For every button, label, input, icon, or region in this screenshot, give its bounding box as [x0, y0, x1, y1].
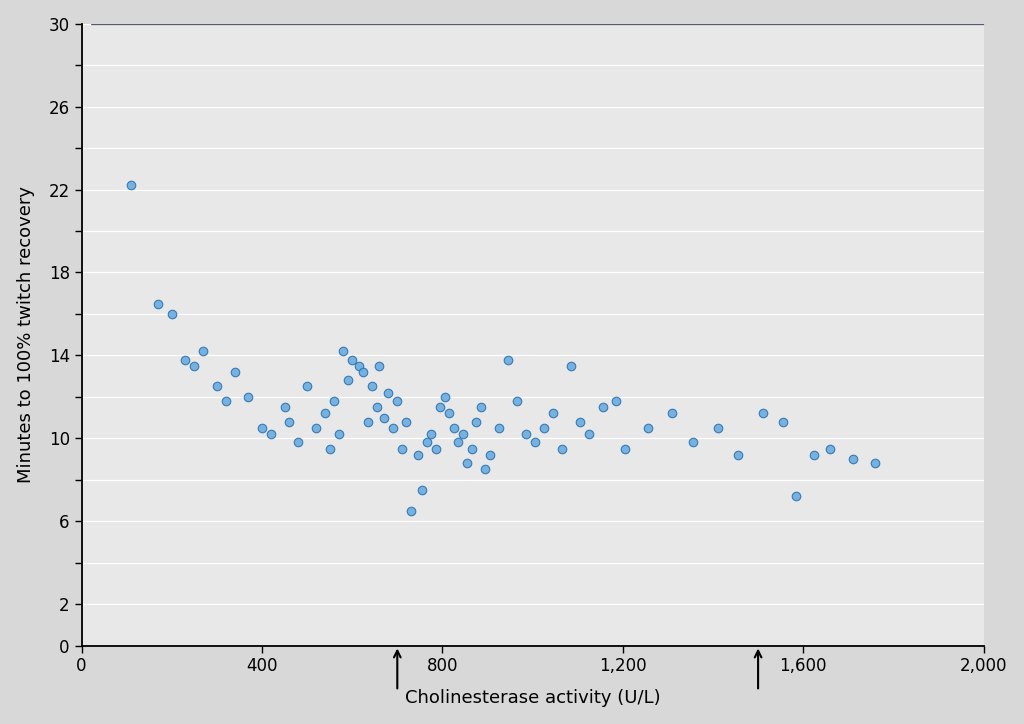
- Point: [351, 360, 368, 371]
- Point: [398, 416, 415, 427]
- Point: [455, 429, 471, 440]
- Point: [436, 391, 453, 403]
- Point: [563, 360, 580, 371]
- Point: [822, 443, 839, 455]
- Point: [299, 381, 315, 392]
- Point: [788, 491, 805, 502]
- Point: [441, 408, 458, 419]
- Point: [393, 443, 410, 455]
- Point: [445, 422, 462, 434]
- Point: [308, 422, 325, 434]
- Point: [468, 416, 484, 427]
- Point: [423, 429, 439, 440]
- Point: [177, 354, 194, 366]
- Point: [355, 366, 372, 378]
- Point: [432, 401, 449, 413]
- Point: [518, 429, 535, 440]
- Point: [241, 391, 257, 403]
- Point: [209, 381, 225, 392]
- Point: [464, 443, 480, 455]
- Point: [806, 449, 822, 460]
- Point: [755, 408, 771, 419]
- Point: [226, 366, 243, 378]
- Point: [376, 412, 392, 424]
- Point: [459, 458, 475, 469]
- Point: [450, 437, 466, 448]
- Point: [730, 449, 746, 460]
- Point: [867, 458, 884, 469]
- Point: [186, 360, 203, 371]
- Point: [710, 422, 726, 434]
- Point: [414, 484, 430, 496]
- Point: [639, 422, 655, 434]
- Point: [331, 429, 347, 440]
- Point: [775, 416, 792, 427]
- Point: [359, 416, 376, 427]
- Point: [410, 449, 426, 460]
- Point: [571, 416, 588, 427]
- Point: [317, 408, 334, 419]
- Point: [123, 180, 139, 191]
- Point: [500, 354, 516, 366]
- Point: [490, 422, 507, 434]
- Point: [526, 437, 543, 448]
- Point: [616, 443, 633, 455]
- Point: [481, 449, 498, 460]
- Point: [218, 395, 234, 407]
- Point: [427, 443, 443, 455]
- Point: [536, 422, 552, 434]
- Y-axis label: Minutes to 100% twitch recovery: Minutes to 100% twitch recovery: [16, 186, 35, 483]
- Point: [477, 463, 494, 475]
- Point: [402, 505, 419, 517]
- Point: [276, 401, 293, 413]
- Point: [608, 395, 625, 407]
- X-axis label: Cholinesterase activity (U/L): Cholinesterase activity (U/L): [404, 689, 660, 707]
- Point: [380, 387, 396, 398]
- Point: [196, 345, 212, 357]
- Point: [335, 345, 351, 357]
- Point: [684, 437, 700, 448]
- Point: [340, 374, 356, 386]
- Point: [290, 437, 306, 448]
- Point: [419, 437, 435, 448]
- Point: [164, 308, 180, 320]
- Point: [371, 360, 387, 371]
- Point: [665, 408, 681, 419]
- Point: [554, 443, 570, 455]
- Point: [385, 422, 401, 434]
- Point: [845, 453, 861, 465]
- Point: [369, 401, 385, 413]
- Point: [322, 443, 338, 455]
- Point: [365, 381, 381, 392]
- Point: [594, 401, 610, 413]
- Point: [472, 401, 488, 413]
- Point: [263, 429, 280, 440]
- Point: [326, 395, 342, 407]
- Point: [344, 354, 360, 366]
- Point: [389, 395, 406, 407]
- Point: [281, 416, 297, 427]
- Point: [581, 429, 597, 440]
- Point: [545, 408, 561, 419]
- Point: [509, 395, 525, 407]
- Point: [151, 298, 167, 309]
- Point: [254, 422, 270, 434]
